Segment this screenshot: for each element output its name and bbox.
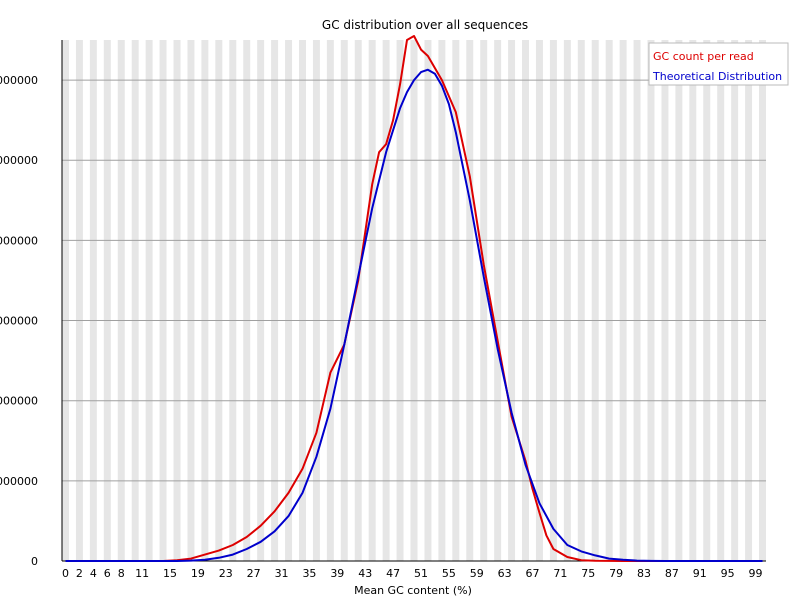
band — [591, 40, 599, 561]
x-tick-label: 51 — [414, 567, 428, 580]
x-tick-label: 31 — [275, 567, 289, 580]
y-tick-label: 3000000 — [0, 315, 38, 328]
y-tick-label: 6000000 — [0, 74, 38, 87]
legend-entry-gc-count: GC count per read — [653, 50, 754, 63]
band — [131, 40, 139, 561]
band — [745, 40, 753, 561]
band — [759, 40, 766, 561]
band — [117, 40, 125, 561]
band — [257, 40, 265, 561]
band — [717, 40, 725, 561]
band — [466, 40, 474, 561]
band — [354, 40, 362, 561]
y-tick-label: 5000000 — [0, 154, 38, 167]
band — [62, 40, 69, 561]
x-tick-label: 27 — [247, 567, 261, 580]
x-tick-label: 71 — [553, 567, 567, 580]
x-tick-label: 59 — [470, 567, 484, 580]
band — [689, 40, 697, 561]
legend: GC count per read Theoretical Distributi… — [648, 42, 789, 86]
x-tick-label: 43 — [358, 567, 372, 580]
x-tick-label: 99 — [749, 567, 763, 580]
x-tick-label: 79 — [609, 567, 623, 580]
band — [326, 40, 334, 561]
band — [382, 40, 390, 561]
band — [508, 40, 516, 561]
x-tick-label: 23 — [219, 567, 233, 580]
x-tick-label: 47 — [386, 567, 400, 580]
x-tick-label: 8 — [118, 567, 125, 580]
band — [633, 40, 641, 561]
x-tick-label: 19 — [191, 567, 205, 580]
x-tick-label: 95 — [721, 567, 735, 580]
alternating-bands — [62, 40, 766, 561]
chart-title: GC distribution over all sequences — [322, 18, 528, 32]
band — [522, 40, 530, 561]
series-lines — [65, 35, 763, 562]
x-tick-label: 2 — [76, 567, 83, 580]
band — [229, 40, 237, 561]
band — [605, 40, 613, 561]
series-line-1 — [65, 68, 763, 562]
x-tick-label: 35 — [302, 567, 316, 580]
band — [396, 40, 404, 561]
y-tick-label: 1000000 — [0, 475, 38, 488]
band — [703, 40, 711, 561]
band — [145, 40, 153, 561]
band — [103, 40, 111, 561]
x-tick-label: 55 — [442, 567, 456, 580]
y-tick-label: 2000000 — [0, 395, 38, 408]
x-tick-label: 87 — [665, 567, 679, 580]
band — [340, 40, 348, 561]
x-tick-label: 6 — [104, 567, 111, 580]
legend-entry-theoretical: Theoretical Distribution — [652, 70, 782, 83]
band — [187, 40, 195, 561]
band — [75, 40, 83, 561]
band — [312, 40, 320, 561]
band — [535, 40, 543, 561]
x-tick-label: 91 — [693, 567, 707, 580]
x-tick-label: 11 — [135, 567, 149, 580]
band — [647, 40, 655, 561]
band — [271, 40, 279, 561]
band — [731, 40, 739, 561]
band — [201, 40, 209, 561]
band — [661, 40, 669, 561]
band — [563, 40, 571, 561]
band — [89, 40, 97, 561]
x-tick-label: 4 — [90, 567, 97, 580]
x-tick-label: 75 — [581, 567, 595, 580]
band — [173, 40, 181, 561]
band — [368, 40, 376, 561]
x-tick-label: 39 — [330, 567, 344, 580]
legend-box — [648, 42, 789, 86]
band — [549, 40, 557, 561]
band — [619, 40, 627, 561]
band — [243, 40, 251, 561]
x-axis-label: Mean GC content (%) — [354, 584, 472, 597]
x-tick-label: 83 — [637, 567, 651, 580]
band — [159, 40, 167, 561]
band — [438, 40, 446, 561]
x-tick-label: 0 — [62, 567, 69, 580]
band — [494, 40, 502, 561]
y-tick-labels: 0 1000000 2000000 3000000 4000000 5000000 6000… — [0, 74, 38, 568]
band — [452, 40, 460, 561]
band — [410, 40, 418, 561]
series-line-0 — [65, 35, 763, 562]
y-tick-label: 0 — [31, 555, 38, 568]
x-tick-label: 63 — [498, 567, 512, 580]
x-tick-label: 15 — [163, 567, 177, 580]
band — [577, 40, 585, 561]
band — [285, 40, 293, 561]
band — [215, 40, 223, 561]
x-tick-labels: 0 2 4 6 8 11 15 19 23 27 31 35 39 43 47 51 55 59 63 67 71 75 7… — [62, 567, 763, 580]
band — [298, 40, 306, 561]
x-tick-label: 67 — [525, 567, 539, 580]
band — [675, 40, 683, 561]
y-tick-label: 4000000 — [0, 234, 38, 247]
band — [424, 40, 432, 561]
band — [480, 40, 488, 561]
